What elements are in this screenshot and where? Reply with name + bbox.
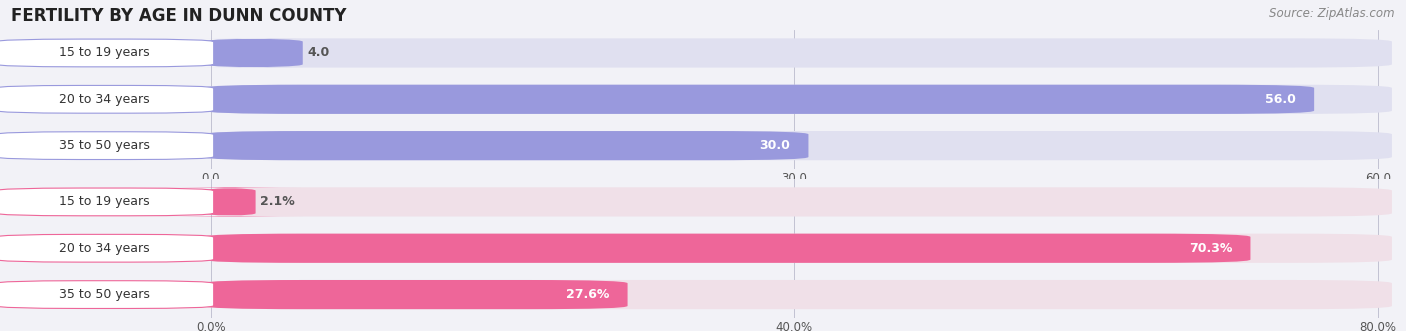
Text: 15 to 19 years: 15 to 19 years (59, 195, 150, 209)
FancyBboxPatch shape (204, 234, 1250, 263)
Text: 2.1%: 2.1% (260, 195, 295, 209)
FancyBboxPatch shape (204, 131, 1392, 160)
FancyBboxPatch shape (0, 85, 214, 113)
FancyBboxPatch shape (204, 131, 808, 160)
Text: 70.3%: 70.3% (1189, 242, 1232, 255)
Text: 20 to 34 years: 20 to 34 years (59, 93, 150, 106)
Text: Source: ZipAtlas.com: Source: ZipAtlas.com (1270, 7, 1395, 20)
FancyBboxPatch shape (0, 281, 214, 308)
FancyBboxPatch shape (204, 38, 302, 68)
FancyBboxPatch shape (157, 187, 302, 216)
FancyBboxPatch shape (0, 234, 214, 262)
FancyBboxPatch shape (204, 280, 627, 309)
FancyBboxPatch shape (204, 187, 1392, 216)
Text: 20 to 34 years: 20 to 34 years (59, 242, 150, 255)
Text: FERTILITY BY AGE IN DUNN COUNTY: FERTILITY BY AGE IN DUNN COUNTY (11, 7, 347, 24)
FancyBboxPatch shape (0, 132, 214, 160)
FancyBboxPatch shape (204, 38, 1392, 68)
Text: 27.6%: 27.6% (567, 288, 609, 301)
FancyBboxPatch shape (204, 234, 1392, 263)
Text: 35 to 50 years: 35 to 50 years (59, 139, 150, 152)
FancyBboxPatch shape (204, 85, 1315, 114)
FancyBboxPatch shape (0, 39, 214, 67)
FancyBboxPatch shape (0, 188, 214, 216)
Text: 56.0: 56.0 (1265, 93, 1296, 106)
FancyBboxPatch shape (204, 280, 1392, 309)
Text: 35 to 50 years: 35 to 50 years (59, 288, 150, 301)
Text: 4.0: 4.0 (307, 46, 329, 60)
FancyBboxPatch shape (204, 85, 1392, 114)
Text: 15 to 19 years: 15 to 19 years (59, 46, 150, 60)
Text: 30.0: 30.0 (759, 139, 790, 152)
